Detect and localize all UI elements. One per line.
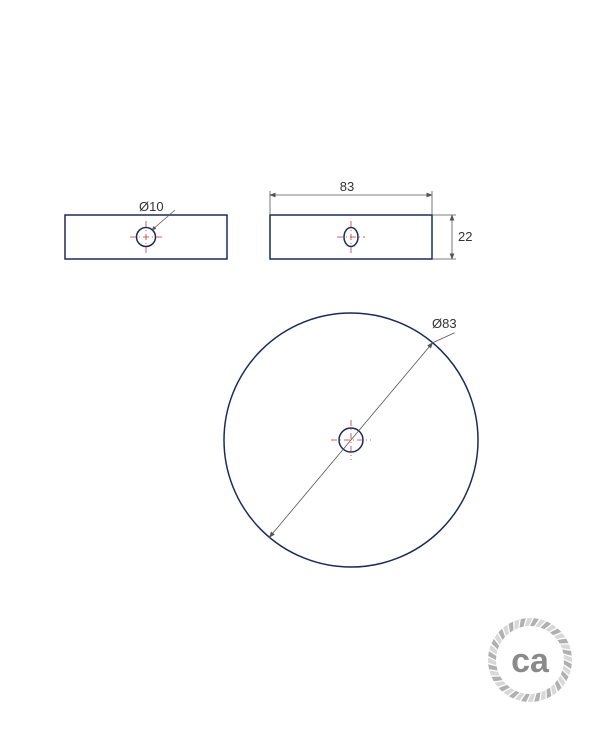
front-view-left: Ø10 (65, 199, 227, 259)
drawing-canvas: Ø10 83 22 (0, 0, 600, 745)
top-view: Ø83 (224, 313, 478, 567)
height-dimension: 22 (458, 229, 472, 244)
technical-drawing: Ø10 83 22 (0, 0, 600, 745)
outer-diameter-label: Ø83 (432, 316, 457, 331)
hole-diameter-label: Ø10 (139, 199, 164, 214)
width-dimension: 83 (340, 179, 354, 194)
brand-logo: ca (488, 618, 572, 702)
logo-text: ca (511, 642, 550, 680)
front-view-right: 83 22 (270, 179, 472, 259)
